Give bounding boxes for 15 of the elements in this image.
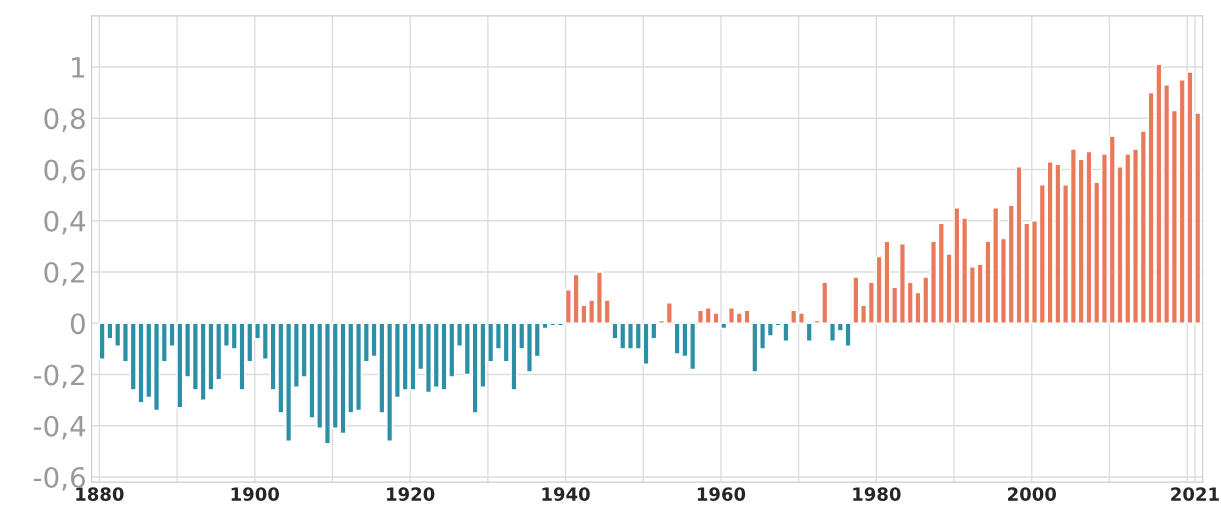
x-tick-label: 1960: [697, 487, 746, 501]
y-tick-label: 0,8: [44, 108, 85, 132]
y-tick-label: 0,4: [44, 210, 86, 235]
y-tick-label: -0,4: [33, 415, 86, 440]
y-tick-label: 0,2: [44, 261, 84, 286]
y-tick-label: 1: [72, 57, 85, 78]
y-tick-label: -0,2: [33, 364, 84, 389]
y-tick-label: 0: [70, 313, 85, 335]
x-tick-label: 2021: [1171, 487, 1219, 501]
x-tick-label: 1900: [231, 487, 280, 501]
x-tick-label: 1920: [387, 487, 435, 501]
x-tick-label: 1940: [542, 487, 590, 501]
x-tick-label: 1980: [853, 487, 901, 501]
x-tick-label: 2000: [1008, 487, 1057, 501]
y-tick-label: 0,6: [44, 159, 85, 184]
